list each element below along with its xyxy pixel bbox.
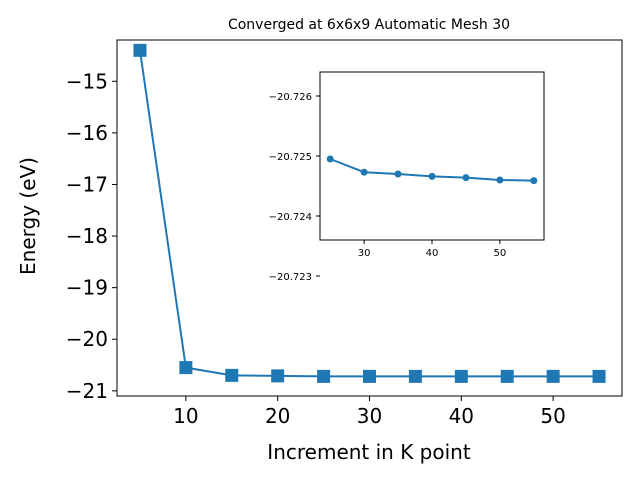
inset-plot-area: 30 40 50 −20.726 −20.725 −20.724 −20.723 [269,71,545,283]
inset-y-tick-label: −20.724 [269,212,312,223]
inset-data-point [462,174,470,182]
main-x-tick-label: 10 [173,404,198,428]
inset-data-point [326,155,334,163]
inset-data-point [428,172,436,180]
inset-y-tick-label: −20.723 [269,272,312,283]
main-axes-frame [116,39,623,397]
main-data-point [454,369,468,383]
main-y-tick-label: −16 [66,121,108,145]
main-data-point [271,369,285,383]
main-y-tick-label: −18 [66,224,108,248]
main-y-tick-label: −19 [66,276,108,300]
main-y-tick-label: −17 [66,172,108,196]
inset-y-tick-label: −20.726 [269,92,312,103]
inset-data-point [394,170,402,178]
main-data-point [317,369,331,383]
main-data-point [592,369,606,383]
y-axis-label: Energy (eV) [16,157,40,275]
main-x-tick-label: 30 [357,404,382,428]
main-y-tick-label: −20 [66,327,108,351]
main-plot-area: 10 20 30 40 50 −21 −20 −19 −18 −17 −16 −15 [66,39,623,428]
inset-data-point [360,168,368,176]
inset-x-tick-label: 30 [358,248,371,259]
main-data-point [500,369,514,383]
inset-x-tick-label: 50 [494,248,507,259]
inset-data-point [530,177,538,185]
inset-background [320,72,544,240]
main-data-point [546,369,560,383]
main-x-tick-label: 50 [540,404,565,428]
main-x-tick-label: 40 [449,404,474,428]
main-data-point [408,369,422,383]
inset-x-tick-label: 40 [426,248,439,259]
main-y-tick-label: −21 [66,379,108,403]
main-data-point [133,43,147,57]
inset-data-point [496,176,504,184]
inset-y-tick-label: −20.725 [269,152,312,163]
inset-axes-frame [319,71,545,241]
main-x-tick-label: 20 [265,404,290,428]
chart-title: Converged at 6x6x9 Automatic Mesh 30 [228,17,510,33]
main-data-point [225,368,239,382]
x-axis-label: Increment in K point [267,440,471,464]
main-data-point [363,369,376,383]
main-y-tick-label: −15 [66,69,108,93]
main-data-point [179,361,193,375]
